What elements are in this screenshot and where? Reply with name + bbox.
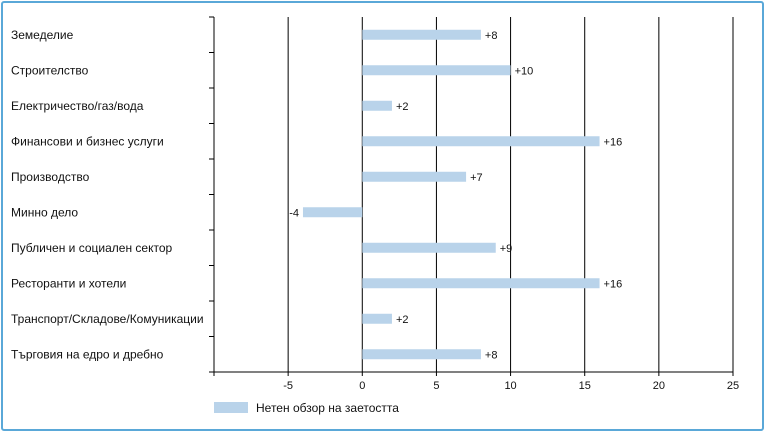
bar xyxy=(362,242,496,253)
x-tick-label: 25 xyxy=(727,380,739,392)
bar xyxy=(362,171,467,182)
x-tick-label: -5 xyxy=(283,380,293,392)
x-tick-label: 5 xyxy=(433,380,439,392)
bar xyxy=(362,136,600,147)
category-label: Публичен и социален сектор xyxy=(11,241,173,255)
data-label: +16 xyxy=(604,278,623,290)
bar xyxy=(362,313,392,324)
data-label: +7 xyxy=(470,172,483,184)
data-label: +10 xyxy=(515,65,534,77)
bar xyxy=(362,65,511,76)
bar xyxy=(362,278,600,289)
category-label: Търговия на едро и дребно xyxy=(11,347,164,361)
x-tick-label: 20 xyxy=(653,380,665,392)
data-label: +16 xyxy=(604,136,623,148)
legend-label: Нетен обзор на заетостта xyxy=(256,401,399,415)
axes: -5 0 5 10 15 20 25 xyxy=(209,16,739,392)
bars xyxy=(302,29,600,360)
data-label: +8 xyxy=(485,349,498,361)
category-label: Минно дело xyxy=(11,205,78,219)
category-label: Производство xyxy=(11,170,90,184)
legend: Нетен обзор на заетостта xyxy=(214,401,399,415)
data-label: +8 xyxy=(485,30,498,42)
x-tick-label: 10 xyxy=(504,380,516,392)
grid-lines xyxy=(287,17,734,372)
legend-swatch xyxy=(214,402,248,413)
data-label: -4 xyxy=(289,207,299,219)
category-label: Строителство xyxy=(11,63,89,77)
category-label: Финансови и бизнес услуги xyxy=(11,134,164,148)
data-label: +9 xyxy=(500,243,513,255)
category-labels: Земеделие Строителство Електричество/газ/в… xyxy=(11,28,204,362)
data-label: +2 xyxy=(396,314,409,326)
category-label: Електричество/газ/вода xyxy=(11,99,144,113)
category-label: Ресторанти и хотели xyxy=(11,276,126,290)
data-label: +2 xyxy=(396,101,409,113)
bar xyxy=(362,349,481,360)
bar xyxy=(302,207,363,218)
bar xyxy=(362,100,392,111)
category-label: Транспорт/Складове/Комуникации xyxy=(11,312,204,326)
x-tick-label: 15 xyxy=(579,380,591,392)
bar xyxy=(362,29,481,40)
data-labels: +8 +10 +2 +16 +7 -4 +9 +16 +2 +8 xyxy=(289,30,622,362)
category-label: Земеделие xyxy=(11,28,74,42)
x-tick-label: 0 xyxy=(359,380,365,392)
